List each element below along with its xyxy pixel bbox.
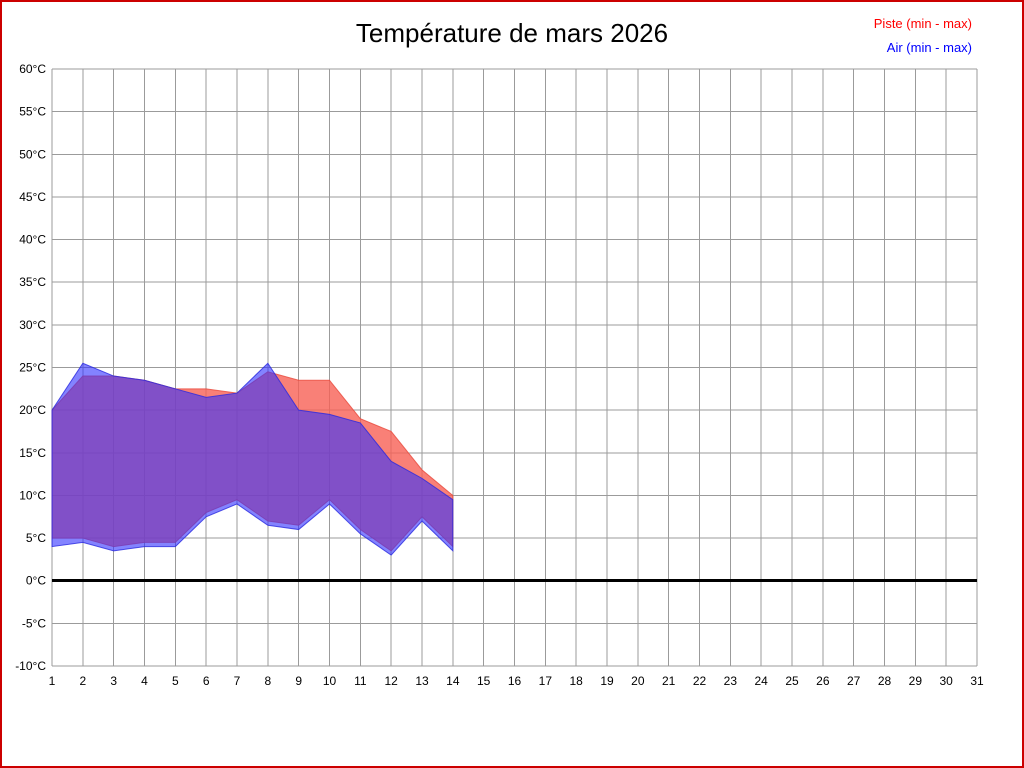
svg-text:25°C: 25°C xyxy=(19,361,46,375)
svg-text:45°C: 45°C xyxy=(19,190,46,204)
chart-title: Température de mars 2026 xyxy=(355,18,669,48)
svg-text:-5°C: -5°C xyxy=(22,616,46,630)
gridlines xyxy=(51,68,978,667)
svg-text:26: 26 xyxy=(816,674,830,688)
svg-text:16: 16 xyxy=(508,674,522,688)
svg-text:4: 4 xyxy=(141,674,148,688)
svg-text:11: 11 xyxy=(354,674,367,688)
svg-text:40°C: 40°C xyxy=(19,233,46,247)
svg-text:10°C: 10°C xyxy=(19,488,46,502)
svg-text:35°C: 35°C xyxy=(19,275,46,289)
svg-text:14: 14 xyxy=(446,674,460,688)
legend-item-air: Air (min - max) xyxy=(886,40,972,55)
svg-text:29: 29 xyxy=(909,674,923,688)
svg-text:18: 18 xyxy=(569,674,583,688)
svg-text:19: 19 xyxy=(600,674,614,688)
svg-text:50°C: 50°C xyxy=(19,147,46,161)
svg-text:23: 23 xyxy=(724,674,738,688)
svg-text:12: 12 xyxy=(384,674,398,688)
svg-text:13: 13 xyxy=(415,674,429,688)
svg-text:7: 7 xyxy=(234,674,241,688)
svg-text:20°C: 20°C xyxy=(19,403,46,417)
svg-text:31: 31 xyxy=(970,674,984,688)
svg-text:17: 17 xyxy=(539,674,553,688)
svg-text:5: 5 xyxy=(172,674,179,688)
x-tick-labels: 1 2 3 4 5 6 7 8 9 10 11 12 13 14 15 16 17 18 19 20 21 22 23 24 2… xyxy=(49,674,984,688)
svg-text:-10°C: -10°C xyxy=(15,659,46,673)
svg-text:15°C: 15°C xyxy=(19,446,46,460)
svg-text:55°C: 55°C xyxy=(19,105,46,119)
svg-text:24: 24 xyxy=(754,674,768,688)
svg-text:60°C: 60°C xyxy=(19,62,46,76)
svg-text:3: 3 xyxy=(110,674,117,688)
svg-text:25: 25 xyxy=(785,674,799,688)
svg-text:6: 6 xyxy=(203,674,210,688)
svg-text:2: 2 xyxy=(79,674,86,688)
svg-text:30: 30 xyxy=(939,674,953,688)
svg-text:21: 21 xyxy=(662,674,676,688)
air-band xyxy=(51,362,454,556)
legend-item-piste: Piste (min - max) xyxy=(873,16,972,31)
svg-text:0°C: 0°C xyxy=(26,574,46,588)
svg-text:15: 15 xyxy=(477,674,491,688)
svg-text:10: 10 xyxy=(323,674,337,688)
svg-text:1: 1 xyxy=(49,674,56,688)
svg-text:30°C: 30°C xyxy=(19,318,46,332)
svg-text:20: 20 xyxy=(631,674,645,688)
svg-text:27: 27 xyxy=(847,674,861,688)
svg-text:8: 8 xyxy=(264,674,271,688)
svg-text:9: 9 xyxy=(295,674,302,688)
y-tick-labels: 60°C 55°C 50°C 45°C 40°C 35°C 30°C 25°C 20°C 15°C… xyxy=(15,62,46,673)
chart-legend: Piste (min - max) Air (min - max) xyxy=(874,12,972,60)
svg-text:22: 22 xyxy=(693,674,707,688)
svg-text:28: 28 xyxy=(878,674,892,688)
svg-text:5°C: 5°C xyxy=(26,531,46,545)
